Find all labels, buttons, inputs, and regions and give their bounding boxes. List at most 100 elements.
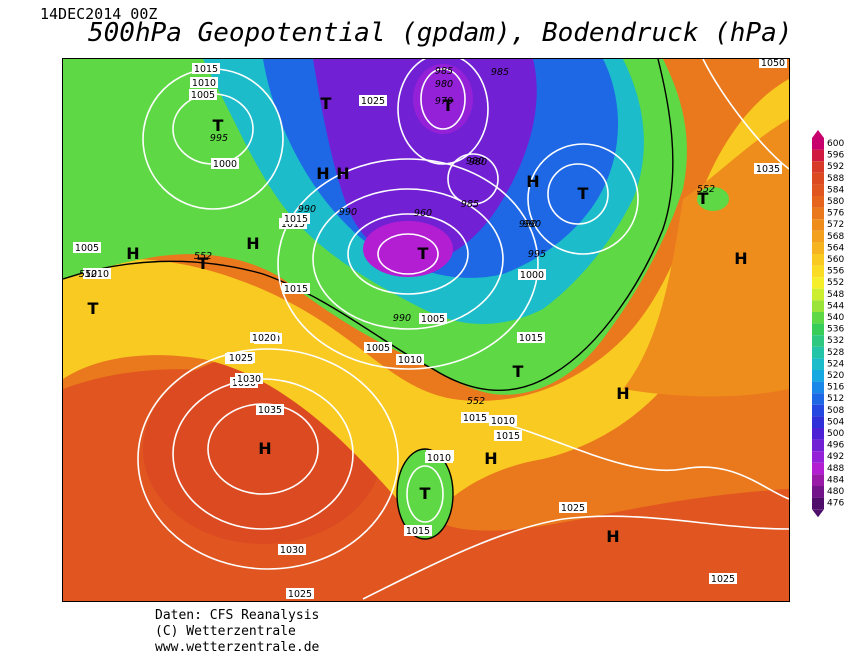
low-pressure-marker: T [698,189,709,208]
scale-swatch [812,196,824,208]
high-pressure-marker: H [126,244,139,263]
isobar-label: 1000 [211,158,239,170]
svg-text:1005: 1005 [75,243,99,254]
isobar-label: 1020 [250,332,278,344]
scale-label: 544 [827,301,844,311]
svg-text:995: 995 [210,133,228,144]
isobar-label: 1005 [419,313,447,325]
isobar-label: 980 [466,156,484,167]
low-pressure-marker: T [513,362,524,381]
svg-text:985: 985 [435,66,453,77]
isobar-label: 1025 [286,588,314,600]
scale-label: 548 [827,290,844,300]
isobar-label: 985 [435,66,453,77]
scale-label: 584 [827,185,844,195]
high-pressure-marker: H [484,449,497,468]
field-magenta-core [363,221,453,277]
isobar-label: 1000 [518,269,546,281]
scale-label: 540 [827,313,844,323]
svg-text:1015: 1015 [406,526,430,537]
svg-text:1015: 1015 [463,413,487,424]
scale-label: 576 [827,209,844,219]
low-pressure-marker: T [420,484,431,503]
website-link[interactable]: www.wetterzentrale.de [155,640,320,655]
svg-text:1035: 1035 [258,405,282,416]
scale-label: 556 [827,267,844,277]
svg-text:990: 990 [393,313,411,324]
data-source-label: Daten: CFS Reanalysis [155,608,320,623]
low-pressure-marker: T [213,116,224,135]
scale-label: 596 [827,151,844,161]
scale-swatch [812,265,824,278]
scale-swatch [812,172,824,185]
field-ne-low [697,187,729,211]
scale-label: 560 [827,255,844,265]
isobar-label: 1010 [489,415,517,427]
scale-label: 568 [827,232,844,242]
svg-text:1000: 1000 [213,159,237,170]
isobar-labels: 1015101010059951000101510201025103099098… [73,58,787,600]
isobar-label: 1015 [192,63,220,75]
isobar-label: 1035 [256,404,284,416]
scale-label: 480 [827,487,844,497]
isobar-label: 1030 [278,544,306,556]
scale-swatch [812,370,824,382]
field-iberian-low [397,449,453,539]
svg-text:1010: 1010 [85,269,109,280]
svg-text:1015: 1015 [519,333,543,344]
isobar-label: 990 [519,219,537,230]
svg-text:1005: 1005 [366,343,390,354]
low-pressure-marker: T [198,254,209,273]
svg-text:1050: 1050 [761,58,785,69]
svg-text:1030: 1030 [280,545,304,556]
svg-text:552: 552 [697,184,715,195]
scale-swatch [812,207,824,220]
high-pressure-marker: H [526,172,539,191]
low-pressure-marker: T [88,299,99,318]
svg-text:1025: 1025 [711,574,735,585]
svg-text:990: 990 [298,204,316,215]
isobar-label: 970 [435,96,453,107]
scale-swatch [812,288,824,301]
isobar-label: 1010 [425,452,453,464]
svg-text:552: 552 [467,396,485,407]
isobar-label: 1015 [461,412,489,424]
scale-label: 524 [827,359,844,369]
contour-552-iberia [396,448,454,540]
isobar-label: 990 [339,207,357,218]
svg-text:990: 990 [523,219,541,230]
scale-swatch [812,486,824,498]
scale-swatch [812,346,824,359]
svg-text:1005: 1005 [421,314,445,325]
isobar-label: 1005 [189,89,217,101]
scale-top-arrow [812,130,824,138]
svg-text:552: 552 [194,251,212,262]
scale-label: 564 [827,243,844,253]
svg-text:1025: 1025 [288,589,312,600]
date-label: 14DEC2014 00Z [40,5,158,23]
scale-label: 532 [827,336,844,346]
isobar-label: 990 [393,313,411,324]
svg-text:980: 980 [469,157,487,168]
svg-text:1015: 1015 [194,64,218,75]
svg-text:1035: 1035 [756,164,780,175]
scale-label: 600 [827,139,844,149]
scale-swatch [812,416,824,428]
contour-552 [63,59,674,392]
scale-label: 492 [827,452,844,462]
isobar-label: 1025 [709,573,737,585]
scale-swatch [812,300,824,312]
svg-text:1010: 1010 [192,78,216,89]
high-pressure-marker: H [734,249,747,268]
isobar-label: 1035 [754,163,782,175]
scale-swatch [812,474,824,486]
low-pressure-marker: T [443,96,454,115]
isobar-label: 552 [467,396,485,407]
isobar-label: 980 [469,157,487,168]
scale-label: 500 [827,429,844,439]
isobar-label: 1010 [190,77,218,89]
svg-text:990: 990 [519,219,537,230]
scale-swatch [812,242,824,254]
isobar-label: 1050 [759,58,787,69]
isobar-label: 1025 [359,95,387,107]
